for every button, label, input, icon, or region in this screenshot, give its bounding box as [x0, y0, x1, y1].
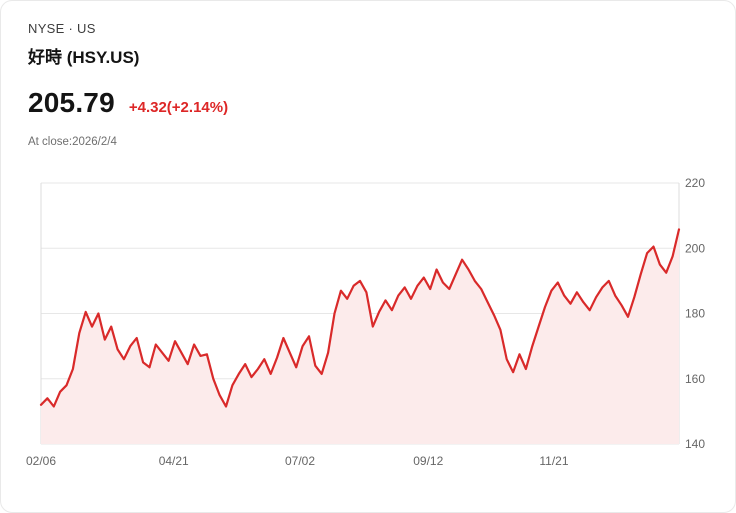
y-axis-tick-label: 180	[685, 307, 705, 321]
quote-header: NYSE · US 好時 (HSY.US) 205.79 +4.32(+2.14…	[1, 1, 735, 148]
price-line-series	[39, 228, 681, 408]
y-axis-tick-label: 220	[685, 176, 705, 190]
close-timestamp: At close:2026/2/4	[28, 136, 117, 148]
y-axis-tick-label: 160	[685, 372, 705, 386]
y-axis-tick-label: 200	[685, 241, 705, 255]
x-axis-tick-label: 04/21	[159, 454, 189, 468]
last-price: 205.79	[28, 87, 115, 118]
stock-name: 好時 (HSY.US)	[28, 48, 140, 67]
x-axis-tick-label: 07/02	[285, 454, 315, 468]
price-change: +4.32(+2.14%)	[128, 99, 229, 116]
x-axis-tick-label: 11/21	[539, 454, 568, 468]
price-chart[interactable]: 140 160 180 200 220 02/06 04/21 07/02 09/12 11/21	[17, 167, 721, 477]
exchange-label: NYSE · US	[28, 21, 96, 36]
x-axis-tick-label: 02/06	[26, 454, 56, 468]
x-axis-tick-label: 09/12	[413, 454, 443, 468]
price-chart-svg[interactable]: 140 160 180 200 220 02/06 04/21 07/02 09/12 11/21	[17, 167, 721, 477]
y-axis-tick-label: 140	[685, 437, 705, 451]
price-row: 205.79 +4.32(+2.14%)	[28, 87, 735, 119]
